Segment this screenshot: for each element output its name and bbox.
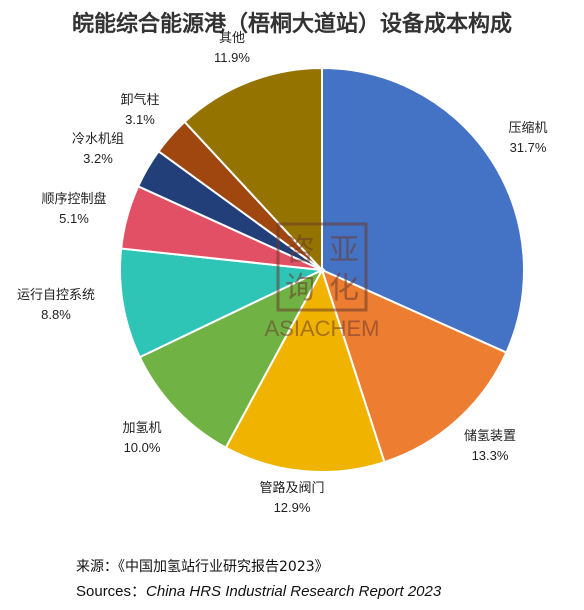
- asiachem-watermark: 咨 亚 询 化 ASIACHEM: [265, 222, 380, 341]
- slice-label: 冷水机组: [72, 132, 124, 147]
- slice-value-label: 13.3%: [472, 448, 509, 463]
- slice-labels: 压缩机 31.7% 储氢装置 13.3% 管路及阀门 12.9% 加氢机 10.0% 运行自控系…: [17, 31, 548, 515]
- source-prefix: Sources：: [76, 583, 147, 600]
- slice-label: 加氢机: [122, 421, 161, 436]
- watermark-brand: ASIACHEM: [265, 316, 380, 341]
- pie-slice: [320, 268, 508, 464]
- seal-char: 亚: [329, 233, 359, 268]
- slice-value-label: 12.9%: [274, 500, 311, 515]
- seal-char: 咨: [285, 233, 315, 268]
- slice-value-label: 8.8%: [41, 307, 71, 322]
- seal-char: 化: [329, 271, 359, 306]
- slice-value-label: 31.7%: [510, 140, 547, 155]
- seal-char: 询: [285, 271, 315, 306]
- slice-value-label: 11.9%: [214, 50, 250, 65]
- slice-value-label: 3.1%: [125, 112, 155, 127]
- seal-frame: [276, 222, 368, 312]
- slice-value-label: 3.2%: [83, 151, 113, 166]
- slice-label: 卸气柱: [120, 92, 159, 108]
- slice-label: 顺序控制盘: [41, 191, 106, 207]
- slice-label: 储氢装置: [464, 429, 516, 444]
- slice-value-label: 5.1%: [59, 211, 89, 226]
- slice-label: 管路及阀门: [259, 480, 324, 496]
- pie-slice: [224, 267, 386, 473]
- chart-title: 皖能综合能源港（梧桐大道站）设备成本构成: [71, 12, 512, 37]
- source-english: Sources：China HRS Industrial Research Re…: [76, 580, 441, 601]
- slice-value-label: 10.0%: [124, 440, 161, 455]
- slice-label: 压缩机: [508, 120, 547, 136]
- pie-slice: [321, 66, 525, 354]
- source-chinese: 来源：《中国加氢站行业研究报告2023》: [76, 559, 329, 575]
- pie-slice: [183, 66, 323, 273]
- pie-slice: [138, 267, 325, 449]
- pie-slice: [119, 247, 326, 359]
- slice-label: 运行自控系统: [17, 288, 95, 303]
- slice-label: 其他: [219, 31, 245, 46]
- source-title: China HRS Industrial Research Report 202…: [146, 583, 442, 600]
- pie-slices: [119, 66, 525, 473]
